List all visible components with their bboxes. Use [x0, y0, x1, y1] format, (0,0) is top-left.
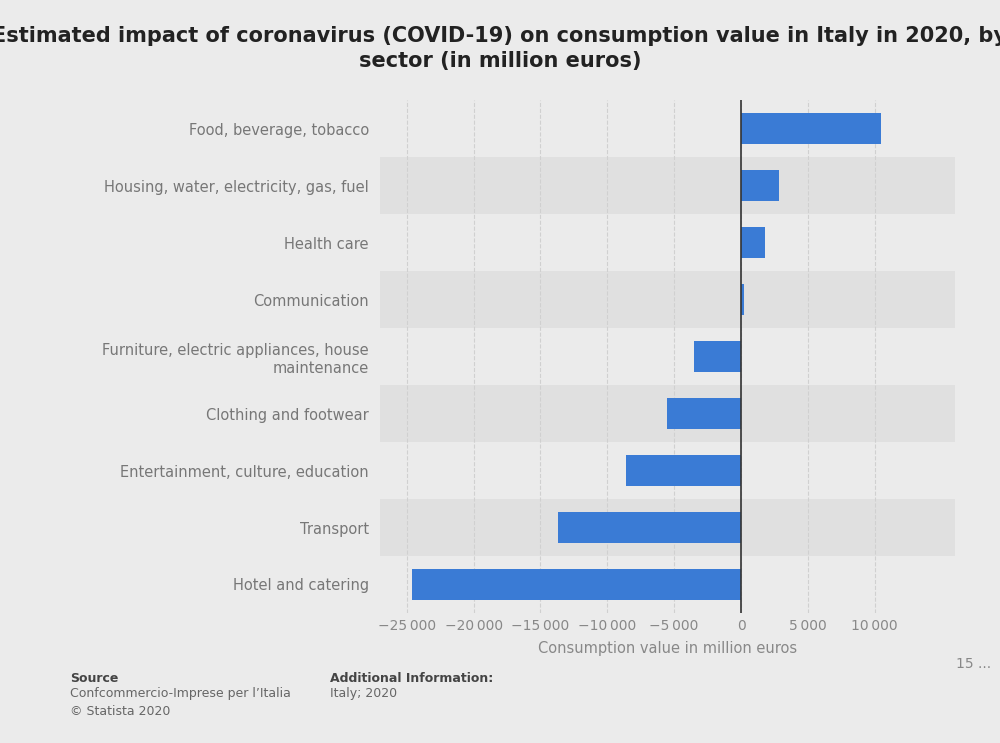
- Bar: [741, 113, 881, 144]
- Bar: [741, 170, 779, 201]
- Bar: [380, 556, 955, 613]
- Bar: [380, 499, 955, 556]
- Text: Italy; 2020: Italy; 2020: [330, 687, 397, 700]
- Bar: [667, 398, 741, 429]
- Bar: [558, 512, 741, 543]
- Bar: [741, 227, 765, 259]
- Bar: [380, 100, 955, 158]
- Text: 15 ...: 15 ...: [956, 657, 991, 670]
- Text: Estimated impact of coronavirus (COVID-19) on consumption value in Italy in 2020: Estimated impact of coronavirus (COVID-1…: [0, 26, 1000, 71]
- Bar: [380, 442, 955, 499]
- Bar: [741, 284, 744, 315]
- Bar: [412, 569, 741, 600]
- Bar: [694, 341, 741, 372]
- Bar: [380, 328, 955, 385]
- Bar: [380, 158, 955, 214]
- X-axis label: Consumption value in million euros: Consumption value in million euros: [538, 641, 797, 656]
- Bar: [380, 214, 955, 271]
- Text: Source: Source: [70, 672, 118, 685]
- Text: Confcommercio-Imprese per l’Italia
© Statista 2020: Confcommercio-Imprese per l’Italia © Sta…: [70, 687, 291, 718]
- Bar: [626, 455, 741, 486]
- Text: Additional Information:: Additional Information:: [330, 672, 493, 685]
- Bar: [380, 385, 955, 442]
- Bar: [380, 271, 955, 328]
